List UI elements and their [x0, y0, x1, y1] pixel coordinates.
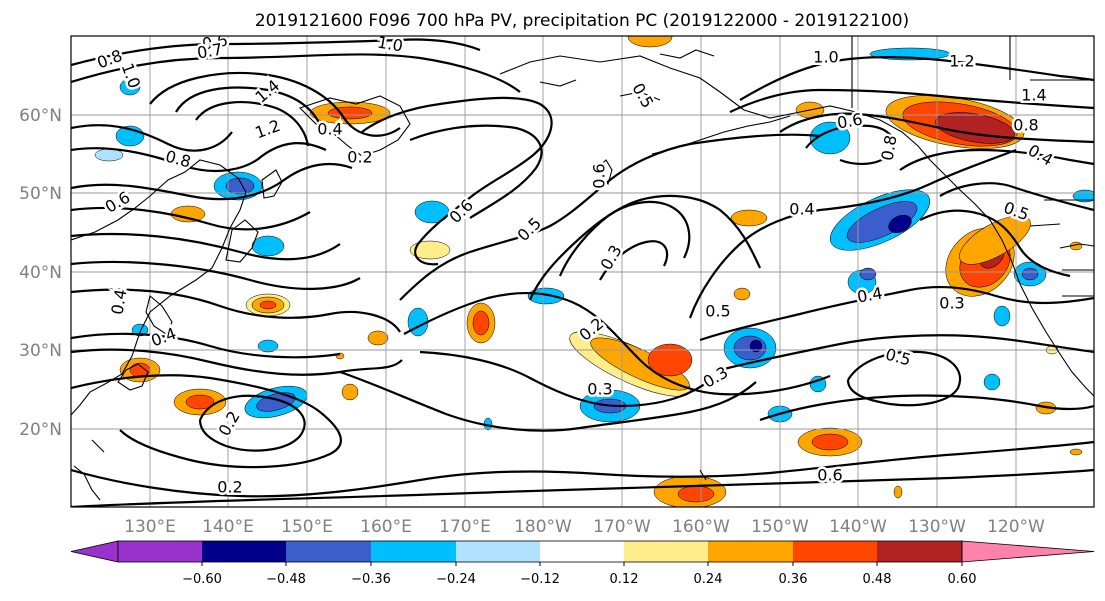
precip-shading-patch [367, 330, 389, 346]
contour-label: 0.3 [587, 380, 612, 399]
map-panel: 0.80.60.7 1.01.41.20.80.60.40.60.50.30.50… [70, 30, 1095, 508]
precip-shading-patch [257, 339, 279, 353]
contour-label: 0.5 [705, 302, 730, 321]
colorbar-extend-min [70, 540, 119, 563]
colorbar-tick-label: 0.60 [948, 572, 977, 587]
precip-shading-patch [811, 433, 849, 451]
latitude-label: 50°N [19, 184, 62, 204]
map-gridlines [71, 36, 1094, 507]
colorbar-swatch [793, 541, 877, 562]
latitude-labels: 60°N 50°N 40°N 30°N 20°N [19, 106, 62, 440]
contour-label: 1.2 [949, 52, 974, 71]
coastlines [71, 36, 1094, 501]
longitude-label: 120°W [987, 517, 1045, 537]
contour-label: 1.4 [1021, 86, 1046, 105]
figure-title: 2019121600 F096 700 hPa PV, precipitatio… [255, 11, 909, 31]
precip-shading-patch [846, 201, 918, 243]
colorbar-tick-label: −0.60 [182, 572, 222, 587]
colorbar-tick-label: −0.24 [436, 572, 476, 587]
colorbar-swatch [456, 541, 540, 562]
precip-shading-patch [859, 267, 877, 281]
longitude-label: 160°E [360, 517, 412, 537]
precip-shading-patch [809, 121, 851, 155]
colorbar-swatch [286, 541, 371, 562]
colorbar-tick-label: 0.24 [694, 572, 723, 587]
contour-label: 0.4 [317, 120, 342, 139]
precip-shading-patch [749, 339, 763, 353]
colorbar-swatch [708, 541, 793, 562]
precip-shading-patch [730, 209, 768, 227]
precip-shading-patch [1021, 267, 1039, 281]
contour-label: 0.4 [789, 200, 814, 219]
precip-shading-patch [983, 373, 1001, 391]
contour-label: 0.6 [201, 30, 229, 53]
colorbar-tick-label: 0.12 [610, 572, 639, 587]
precip-shading-patch [527, 287, 565, 305]
pv-contours [71, 38, 1094, 507]
precip-shading-patch [677, 485, 715, 503]
colorbar-tick-label: −0.36 [351, 572, 391, 587]
longitude-label: 180°W [514, 517, 572, 537]
longitude-label: 170°W [593, 517, 651, 537]
contour-label: 0.2 [217, 478, 242, 497]
latitude-label: 20°N [19, 420, 62, 440]
contour-label: 0.3 [939, 294, 964, 313]
precip-shading-patch [993, 305, 1011, 327]
contour-label: 0.2 [347, 148, 372, 167]
latitude-label: 30°N [19, 341, 62, 361]
precip-shading-patch [627, 36, 673, 48]
contour-label: 1.0 [813, 48, 838, 67]
longitude-label: 160°W [672, 517, 730, 537]
precip-shading-patch [225, 177, 255, 195]
latitude-label: 40°N [19, 263, 62, 283]
longitude-labels: 130°E 140°E 150°E 160°E 170°E 180°W 170°W 160°W… [124, 517, 1045, 537]
precip-shading-patch [327, 106, 373, 120]
precip-shading-patch [185, 394, 215, 410]
precip-shading-patch [1069, 448, 1083, 456]
longitude-label: 140°E [202, 517, 254, 537]
colorbar-tick-label: −0.12 [520, 572, 560, 587]
precip-shading-patch [472, 310, 490, 336]
colorbar-swatch [202, 541, 286, 562]
longitude-label: 130°E [124, 517, 176, 537]
longitude-label: 130°W [908, 517, 966, 537]
precip-shading-patch [170, 205, 206, 223]
precip-shading-patch [251, 235, 285, 257]
precip-shading-patch [888, 214, 912, 234]
colorbar-tick-label: −0.48 [266, 572, 306, 587]
colorbar-swatch [118, 541, 202, 562]
colorbar-swatch [624, 541, 708, 562]
precip-shading-patch [733, 287, 751, 301]
precip-shading-patch [893, 485, 903, 499]
colorbar-tick-label: 0.36 [779, 572, 808, 587]
longitude-label: 140°W [829, 517, 887, 537]
colorbar: −0.60 −0.48 −0.36 −0.24 −0.12 0.12 0.24 0.36 0.4… [70, 540, 1095, 587]
colorbar-tick-label: 0.48 [863, 572, 892, 587]
precip-shading-patch [409, 240, 451, 260]
longitude-label: 170°E [439, 517, 491, 537]
latitude-label: 60°N [19, 106, 62, 126]
contour-label: 0.6 [590, 163, 609, 188]
precip-shading-patch [341, 383, 359, 401]
colorbar-extend-max [961, 540, 1095, 563]
colorbar-swatch [371, 541, 456, 562]
precip-shading-patch [647, 343, 693, 377]
colorbar-swatch [877, 541, 962, 562]
longitude-label: 150°E [281, 517, 333, 537]
precip-shading-patch [259, 300, 277, 310]
precip-shading-patch [119, 78, 141, 96]
precipitation-shading [94, 36, 1094, 507]
longitude-label: 150°W [751, 517, 809, 537]
precip-shading-patch [414, 200, 450, 224]
contour-label: 0.8 [1013, 116, 1038, 135]
colorbar-swatch [540, 541, 624, 562]
contour-label: 0.6 [817, 466, 842, 485]
precip-shading-patch [959, 215, 1031, 265]
